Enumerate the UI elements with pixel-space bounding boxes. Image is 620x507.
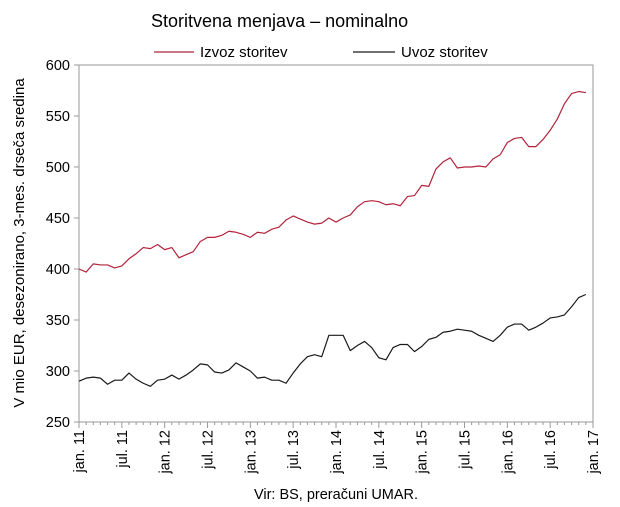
- series-layer: [78, 90, 587, 387]
- x-tick-label: jan. 14: [329, 430, 345, 475]
- y-tick-label: 600: [46, 58, 70, 74]
- x-tick-label: jan. 13: [243, 430, 259, 475]
- legend: Izvoz storitev Uvoz storitev: [154, 44, 488, 61]
- legend-label-izvoz: Izvoz storitev: [200, 44, 288, 61]
- y-axis-label: V mio EUR, desezonirano, 3-mes. drseča s…: [11, 78, 28, 408]
- x-tick-label: jul. 11: [115, 430, 131, 469]
- series-line-uvoz: [78, 293, 587, 387]
- y-tick-label: 450: [46, 211, 70, 227]
- y-tick-label: 400: [46, 262, 70, 278]
- x-tick-label: jul. 15: [458, 430, 474, 470]
- x-tick-label: jan. 17: [586, 430, 602, 475]
- x-tick-label: jul. 13: [286, 430, 302, 470]
- y-axis: 250 300 350 400 450 500 550 600: [46, 58, 79, 431]
- x-tick-label: jan. 11: [72, 430, 88, 473]
- x-tick-label: jan. 15: [415, 430, 431, 475]
- y-tick-label: 350: [46, 313, 70, 329]
- x-tick-label: jul. 12: [201, 430, 217, 470]
- chart-title: Storitvena menjava – nominalno: [151, 11, 408, 31]
- x-tick-label: jul. 14: [372, 430, 388, 470]
- y-tick-label: 550: [46, 109, 70, 125]
- x-tick-label: jul. 16: [543, 430, 559, 470]
- x-tick-label: jan. 12: [158, 430, 174, 475]
- y-tick-label: 250: [46, 415, 70, 431]
- legend-label-uvoz: Uvoz storitev: [401, 44, 488, 61]
- series-line-izvoz: [78, 90, 586, 273]
- source-note: Vir: BS, preračuni UMAR.: [254, 487, 418, 503]
- y-tick-label: 500: [46, 160, 70, 176]
- x-axis: jan. 11 jul. 11 jan. 12 jul. 12 jan. 13 jul. …: [72, 422, 602, 475]
- x-tick-label: jan. 16: [500, 430, 516, 475]
- y-tick-label: 300: [46, 364, 70, 380]
- plot-frame: [78, 64, 594, 423]
